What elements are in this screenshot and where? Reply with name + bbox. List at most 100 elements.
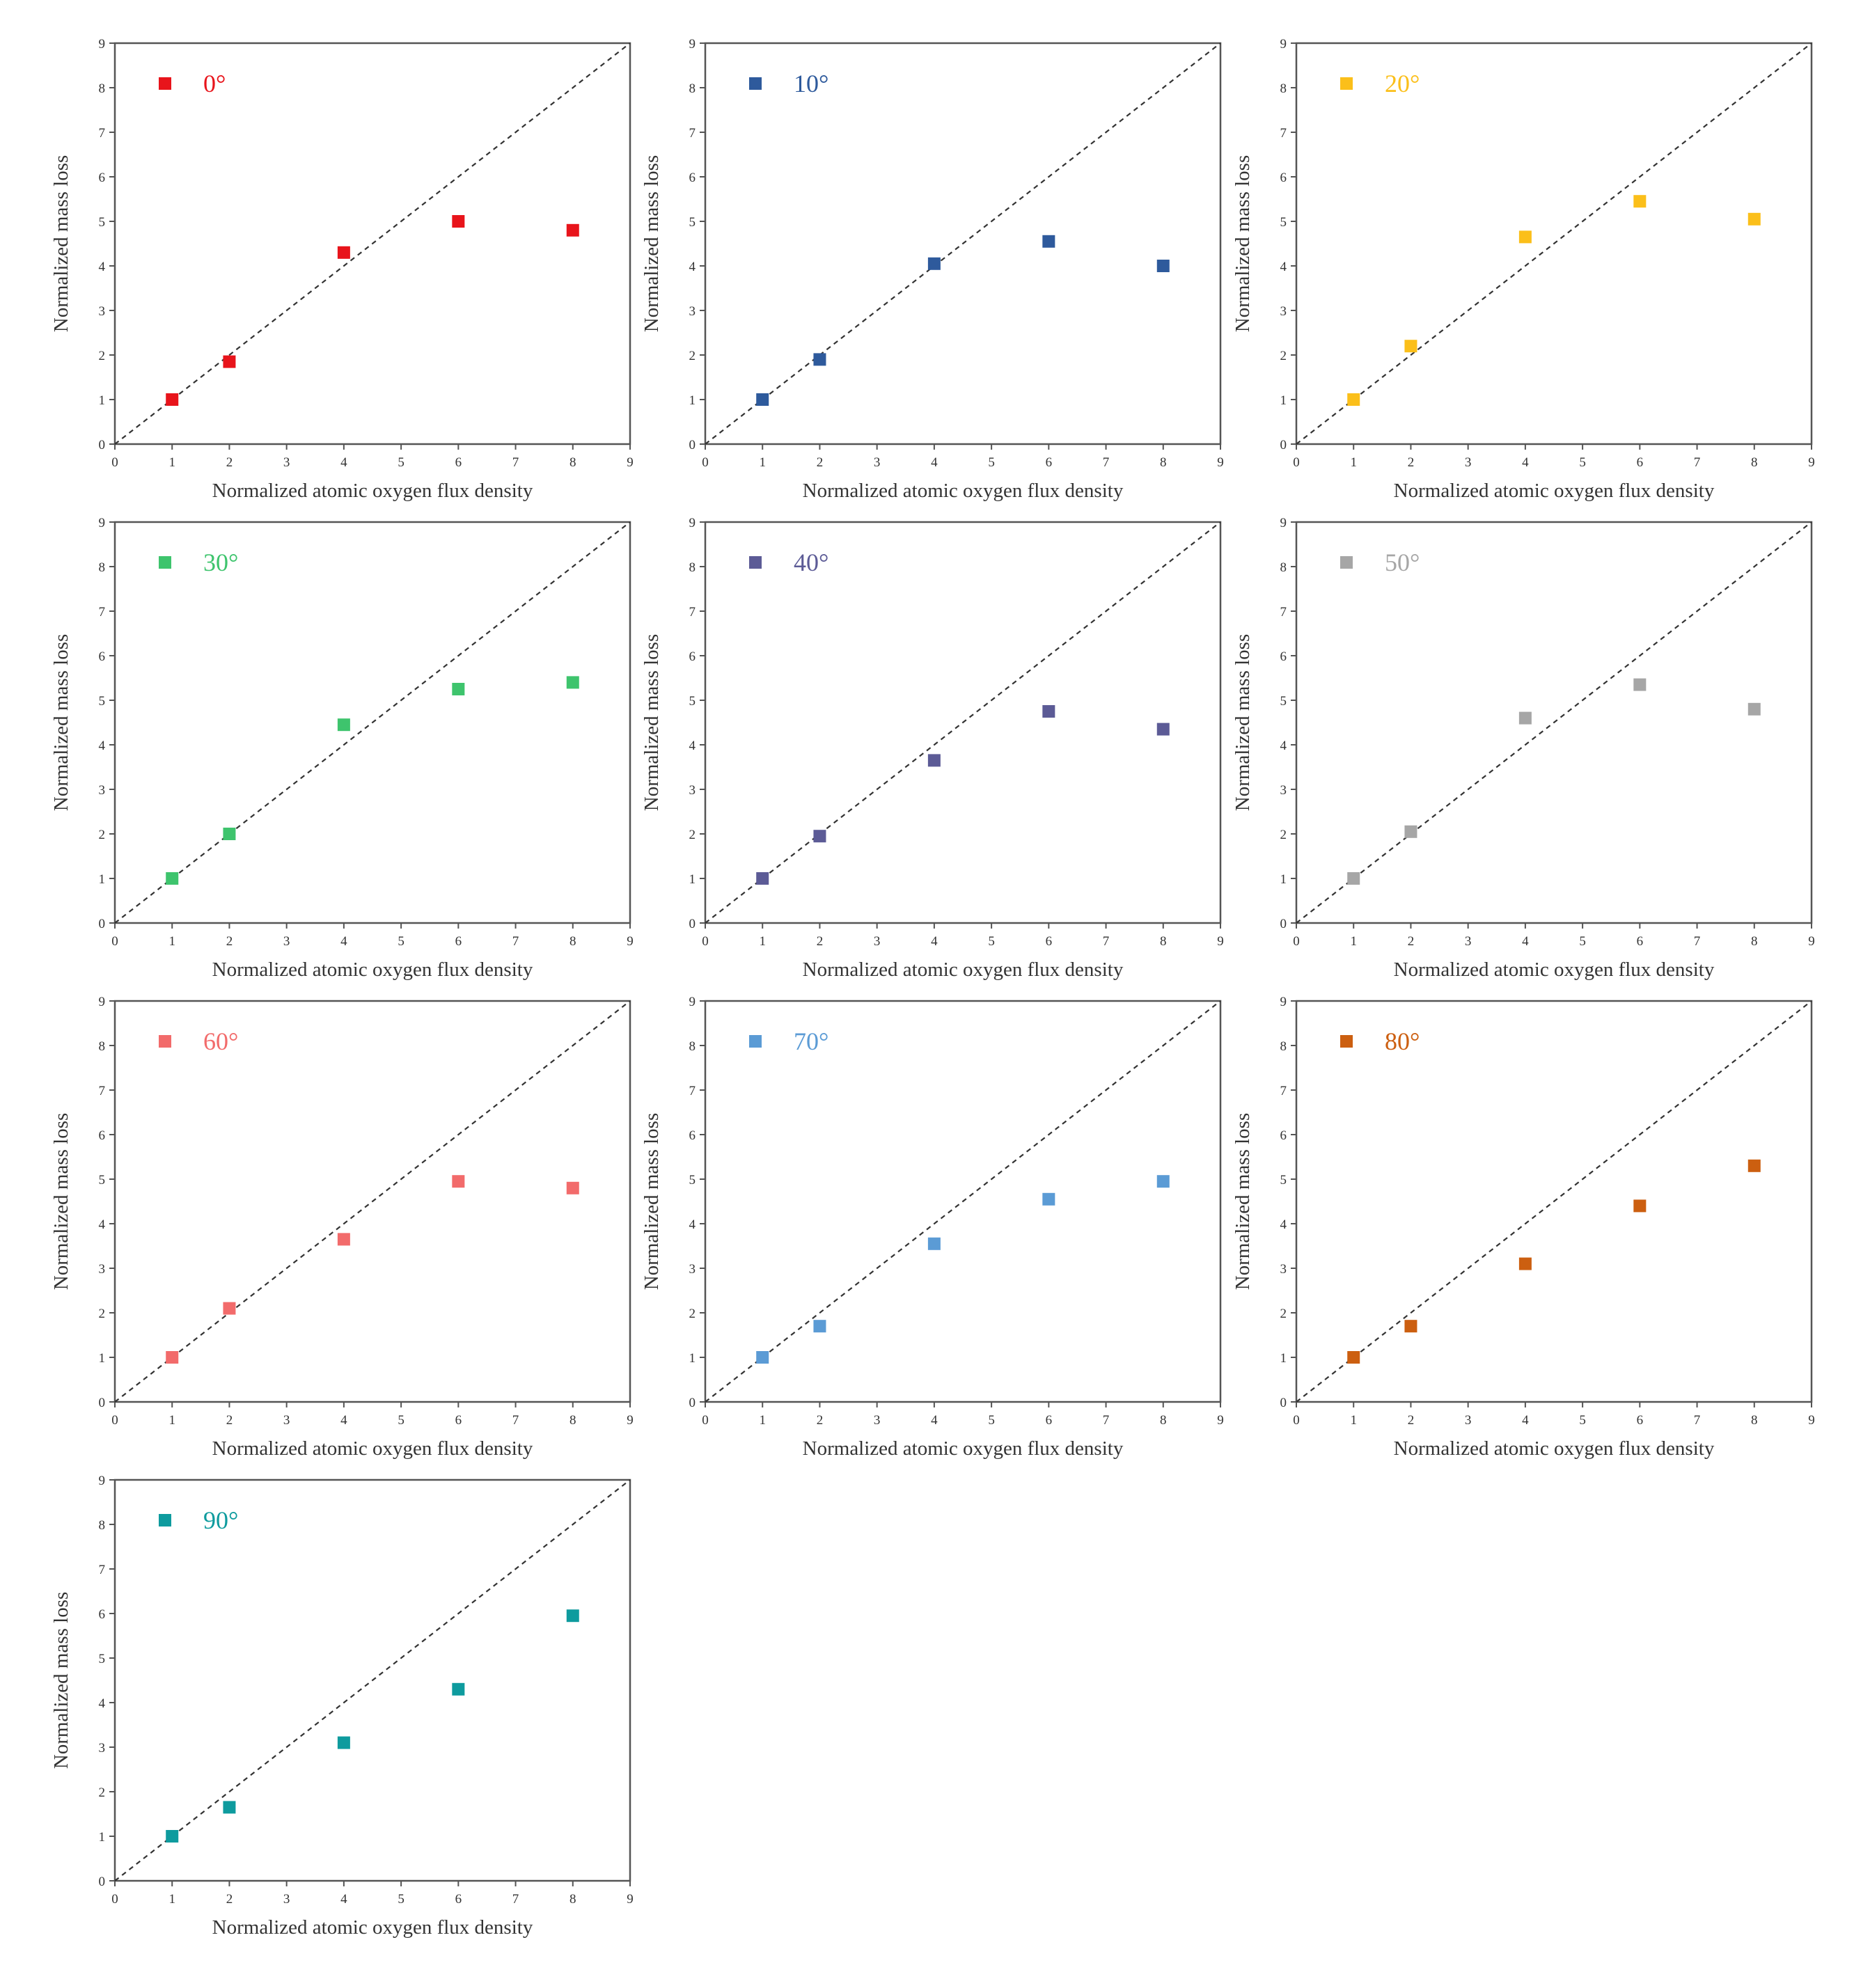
x-tick-label: 3 (283, 1413, 290, 1428)
y-tick-label: 6 (99, 171, 106, 185)
y-tick-label: 2 (99, 828, 106, 842)
legend-label: 20° (1385, 70, 1420, 97)
y-tick-label: 6 (99, 1128, 106, 1143)
y-tick-label: 9 (99, 995, 106, 1009)
x-tick-label: 8 (1751, 934, 1758, 949)
y-tick-label: 7 (689, 605, 696, 620)
y-axis-label: Normalized mass loss (1232, 155, 1254, 333)
data-point (452, 683, 465, 695)
plot-frame (113, 42, 631, 445)
x-tick-label: 7 (1103, 934, 1110, 949)
y-tick-label: 8 (689, 1039, 696, 1054)
x-tick-label: 9 (1808, 1413, 1815, 1428)
x-tick-label: 4 (340, 1413, 347, 1428)
x-tick-label: 7 (512, 455, 519, 470)
x-axis-label: Normalized atomic oxygen flux density (803, 1437, 1124, 1460)
y-tick-label: 5 (99, 215, 106, 230)
x-tick-label: 0 (1293, 1413, 1300, 1428)
reference-line (1296, 521, 1812, 924)
x-tick-label: 5 (988, 1413, 995, 1428)
x-tick-label: 6 (1637, 455, 1644, 470)
chart-panel: 0 1 2 3 4 5 6 7 8 9 0 1 2 3 4 5 6 7 8 9 Normalized atomic ox… (50, 516, 634, 981)
y-tick-label: 9 (689, 37, 696, 52)
chart-panel: 0 1 2 3 4 5 6 7 8 9 0 1 2 3 4 5 6 7 8 9 Normalized atomic ox… (641, 995, 1224, 1460)
data-point (1042, 705, 1055, 718)
plot-frame (704, 521, 1222, 924)
y-axis-label: Normalized mass loss (50, 634, 72, 812)
x-axis-label: Normalized atomic oxygen flux density (1394, 480, 1715, 502)
data-point (223, 828, 236, 840)
x-tick-label: 2 (1408, 934, 1415, 949)
x-tick-label: 3 (283, 934, 290, 949)
y-tick-label: 1 (1280, 1351, 1287, 1366)
x-tick-label: 4 (931, 455, 938, 470)
plot-frame (113, 1478, 631, 1882)
y-tick-label: 7 (99, 126, 106, 141)
y-tick-label: 1 (689, 872, 696, 887)
y-tick-label: 1 (99, 1830, 106, 1845)
y-tick-label: 2 (689, 349, 696, 363)
data-point (452, 215, 465, 228)
y-tick-label: 8 (1280, 1039, 1287, 1054)
x-axis-label: Normalized atomic oxygen flux density (803, 958, 1124, 981)
x-tick-label: 2 (226, 455, 233, 470)
x-tick-label: 3 (283, 455, 290, 470)
y-axis-label: Normalized mass loss (641, 1113, 663, 1291)
data-point (1747, 1159, 1761, 1172)
x-tick-label: 4 (1522, 1413, 1529, 1428)
data-point (1747, 702, 1761, 716)
data-point (566, 1609, 579, 1623)
data-point (166, 393, 179, 406)
x-tick-label: 1 (1350, 934, 1357, 949)
y-tick-label: 1 (99, 393, 106, 408)
x-tick-label: 8 (569, 1413, 576, 1428)
y-tick-label: 3 (99, 1262, 106, 1277)
x-tick-label: 4 (931, 1413, 938, 1428)
legend-label: 90° (203, 1506, 238, 1534)
x-tick-label: 0 (1293, 934, 1300, 949)
y-tick-label: 8 (99, 81, 106, 96)
data-point (452, 1175, 465, 1188)
y-tick-label: 7 (99, 1563, 106, 1577)
y-tick-label: 3 (99, 304, 106, 319)
y-tick-label: 3 (689, 304, 696, 319)
data-point (1747, 212, 1761, 226)
y-tick-label: 4 (1280, 1217, 1287, 1232)
y-tick-label: 7 (689, 126, 696, 141)
chart-panel: 0 1 2 3 4 5 6 7 8 9 0 1 2 3 4 5 6 7 8 9 Normalized atomic ox… (50, 37, 634, 502)
y-tick-label: 9 (99, 516, 106, 530)
chart-panel: 0 1 2 3 4 5 6 7 8 9 0 1 2 3 4 5 6 7 8 9 Normalized atomic ox… (1232, 37, 1815, 502)
y-axis-label: Normalized mass loss (50, 155, 72, 333)
data-point (756, 872, 769, 885)
y-tick-label: 0 (99, 917, 106, 931)
data-point (1042, 235, 1055, 248)
y-tick-label: 6 (99, 1607, 106, 1622)
chart-panel: 0 1 2 3 4 5 6 7 8 9 0 1 2 3 4 5 6 7 8 9 Normalized atomic ox… (641, 37, 1224, 502)
x-tick-label: 1 (759, 1413, 766, 1428)
legend-marker (159, 77, 171, 90)
x-axis-label: Normalized atomic oxygen flux density (212, 1916, 533, 1939)
y-tick-label: 0 (689, 438, 696, 452)
data-point (223, 1302, 236, 1315)
legend-marker (159, 1514, 171, 1526)
data-point (813, 1320, 826, 1333)
x-tick-label: 7 (1694, 1413, 1701, 1428)
data-point (1347, 1351, 1360, 1364)
x-tick-label: 1 (168, 1892, 175, 1907)
y-axis-label: Normalized mass loss (1232, 634, 1254, 812)
y-axis-label: Normalized mass loss (641, 634, 663, 812)
data-point (1404, 340, 1417, 353)
data-point (1404, 825, 1417, 838)
y-tick-label: 0 (99, 438, 106, 452)
x-tick-label: 4 (1522, 455, 1529, 470)
y-tick-label: 0 (689, 1396, 696, 1410)
y-axis-label: Normalized mass loss (1232, 1113, 1254, 1291)
data-point (337, 1233, 350, 1246)
x-tick-label: 3 (874, 1413, 881, 1428)
x-tick-label: 2 (226, 934, 233, 949)
x-tick-label: 9 (1217, 1413, 1224, 1428)
data-point (566, 676, 579, 689)
legend-marker (749, 1035, 762, 1048)
y-tick-label: 0 (689, 917, 696, 931)
legend-marker (749, 77, 762, 90)
